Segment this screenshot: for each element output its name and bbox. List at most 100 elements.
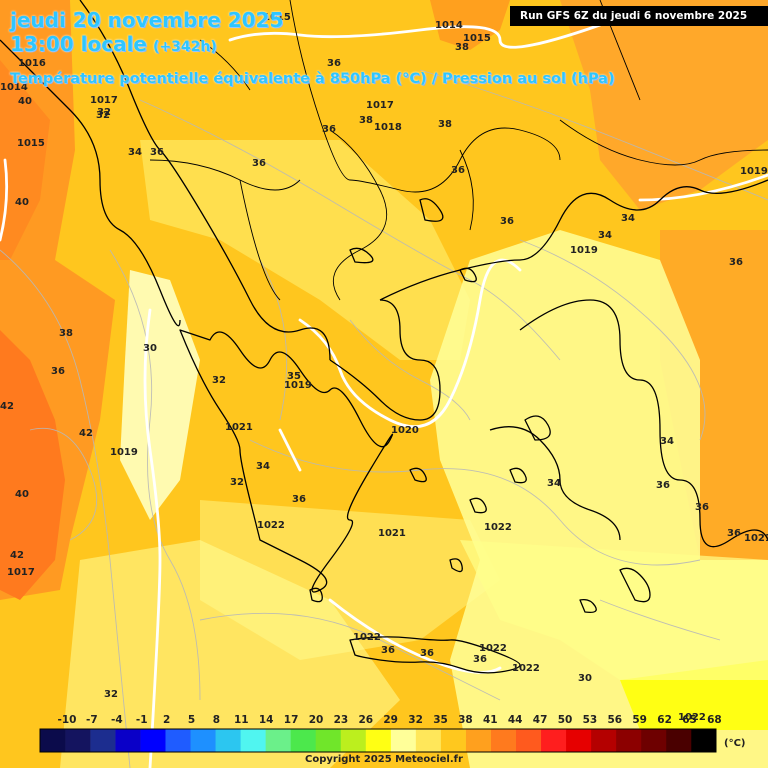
pressure-label: 1015 (463, 33, 491, 44)
legend-value: 26 (358, 714, 374, 726)
copyright: Copyright 2025 Meteociel.fr (305, 754, 463, 765)
pressure-label: 1018 (374, 122, 402, 133)
temperature-label: 36 (420, 648, 434, 659)
temperature-label: 30 (143, 343, 157, 354)
temperature-label: 36 (150, 147, 164, 158)
legend-value: 17 (283, 714, 299, 726)
legend-value: 8 (212, 714, 221, 726)
temperature-label: 34 (660, 436, 674, 447)
pressure-label: 1020 (391, 425, 419, 436)
pressure-label: 1021 (225, 422, 253, 433)
legend-value: 59 (632, 714, 647, 726)
temperature-label: 34 (598, 230, 612, 241)
legend-swatch (415, 729, 441, 752)
isobars (0, 23, 768, 768)
temperature-label: 38 (59, 328, 73, 339)
legend-swatch (615, 729, 642, 752)
temperature-label: 36 (727, 528, 741, 539)
legend-value: 47 (532, 714, 548, 726)
legend-swatch (65, 729, 91, 752)
legend-swatch (590, 729, 617, 752)
legend-swatch (540, 729, 567, 752)
legend-swatch (690, 729, 717, 752)
legend-swatch (290, 729, 316, 752)
pressure-label: 1016 (18, 58, 46, 69)
pressure-label: 1014 (435, 20, 463, 31)
temperature-label: 36 (500, 216, 514, 227)
legend-swatch (490, 729, 517, 752)
legend-swatch (340, 729, 366, 752)
temperature-label: 36 (292, 494, 306, 505)
legend-value: 41 (482, 714, 498, 726)
legend-swatch (165, 729, 191, 752)
temperature-label: 32 (97, 107, 111, 118)
temperature-label: 35 (287, 371, 301, 382)
pressure-label: 1017 (366, 100, 394, 111)
temperature-label: 34 (621, 213, 635, 224)
temperature-label: 32 (230, 477, 244, 488)
legend-value: 32 (408, 714, 423, 726)
legend-swatch (240, 729, 266, 752)
legend-value: 29 (383, 714, 398, 726)
legend-swatch (215, 729, 241, 752)
pressure-label: 1022 (257, 520, 285, 531)
temperature-label: 36 (322, 124, 336, 135)
legend-swatch (515, 729, 542, 752)
legend-swatch (40, 729, 66, 752)
run-info-box: Run GFS 6Z du jeudi 6 novembre 2025 (510, 6, 768, 26)
legend-value: 50 (557, 714, 573, 726)
temperature-label: 38 (455, 42, 469, 53)
temperature-label: 36 (695, 502, 709, 513)
legend-value: 14 (258, 714, 274, 726)
temperature-label: 36 (381, 645, 395, 656)
pressure-label: 1017 (7, 567, 35, 578)
legend-value: 11 (233, 714, 249, 726)
legend-swatch (115, 729, 141, 752)
temperature-label: 36 (656, 480, 670, 491)
pressure-label: 1022 (678, 712, 706, 723)
legend-value: 53 (582, 714, 598, 726)
legend-swatch (315, 729, 341, 752)
legend-value: 56 (607, 714, 623, 726)
temperature-label: 30 (578, 673, 592, 684)
legend-value: 38 (458, 714, 473, 726)
temperature-label: 36 (51, 366, 65, 377)
temperature-label: 36 (327, 58, 341, 69)
legend-value: 5 (187, 714, 196, 726)
pressure-label: 1019 (110, 447, 138, 458)
legend-value: 23 (333, 714, 349, 726)
pressure-label: 1019 (740, 166, 768, 177)
legend-swatch (140, 729, 166, 752)
temperature-label: 34 (547, 478, 561, 489)
legend-swatch (565, 729, 592, 752)
temperature-label: 36 (473, 654, 487, 665)
temperature-label: 36 (729, 257, 743, 268)
forecast-date: jeudi 20 novembre 2025 (10, 8, 284, 32)
legend-color-bar (39, 728, 717, 753)
temperature-label: 38 (359, 115, 373, 126)
legend-value: -10 (57, 714, 77, 726)
legend-swatch (190, 729, 216, 752)
temperature-label: 42 (79, 428, 93, 439)
pressure-label: 1019 (570, 245, 598, 256)
legend-value: 20 (308, 714, 324, 726)
temperature-label: 34 (128, 147, 142, 158)
forecast-time-value: 13:00 locale (10, 32, 147, 56)
legend-unit: (°C) (724, 738, 746, 749)
temperature-label: 42 (10, 550, 24, 561)
pressure-label: 1022 (484, 522, 512, 533)
pressure-label: 1014 (0, 82, 28, 93)
temperature-label: 40 (15, 489, 29, 500)
temperature-label: 36 (252, 158, 266, 169)
pressure-label: 1015 (263, 12, 291, 23)
pressure-label: 1019 (284, 380, 312, 391)
temperature-label: 40 (18, 96, 32, 107)
legend-swatch (390, 729, 416, 752)
temperature-label: 32 (212, 375, 226, 386)
legend-value: 44 (507, 714, 523, 726)
temperature-label: 32 (104, 689, 118, 700)
legend-swatch (465, 729, 491, 752)
